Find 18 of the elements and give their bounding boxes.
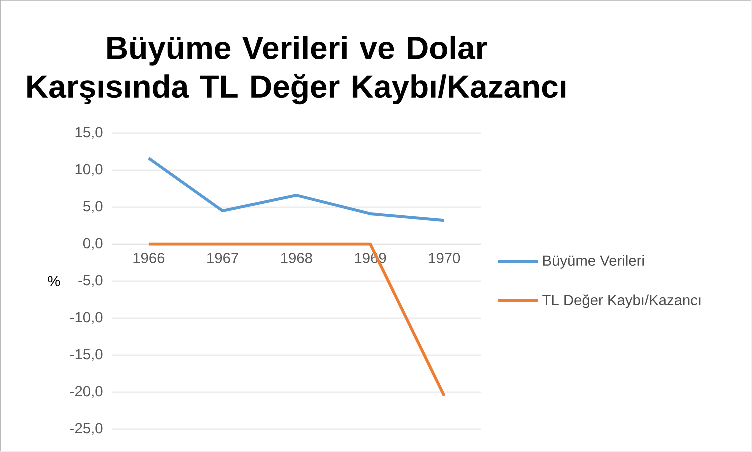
y-tick-label: 15,0 — [76, 127, 103, 140]
x-tick-label: 1968 — [281, 253, 312, 264]
chart-title: Büyüme Verileri ve Dolar Karşısında TL Değer Kaybı/Kazancı — [28, 36, 566, 105]
y-tick-label: -20,0 — [70, 386, 103, 398]
y-tick-label: 0,0 — [83, 238, 103, 250]
y-tick-label: 5,0 — [83, 201, 103, 214]
y-tick-label: -5,0 — [78, 275, 103, 288]
x-tick-label: 1967 — [208, 253, 238, 264]
y-tick-label: -10,0 — [70, 312, 103, 324]
legend-label: TL Değer Kaybı/Kazancı — [542, 294, 701, 308]
y-axis-title: % — [48, 276, 60, 286]
line-series — [147, 157, 446, 222]
x-tick-label: 1966 — [134, 253, 165, 264]
y-tick-label: -25,0 — [70, 423, 103, 436]
legend-label: Büyüme Verileri — [543, 255, 644, 269]
y-tick-label: 10,0 — [76, 164, 103, 176]
y-tick-label: -15,0 — [70, 349, 103, 362]
x-tick-label: 1970 — [429, 253, 460, 264]
